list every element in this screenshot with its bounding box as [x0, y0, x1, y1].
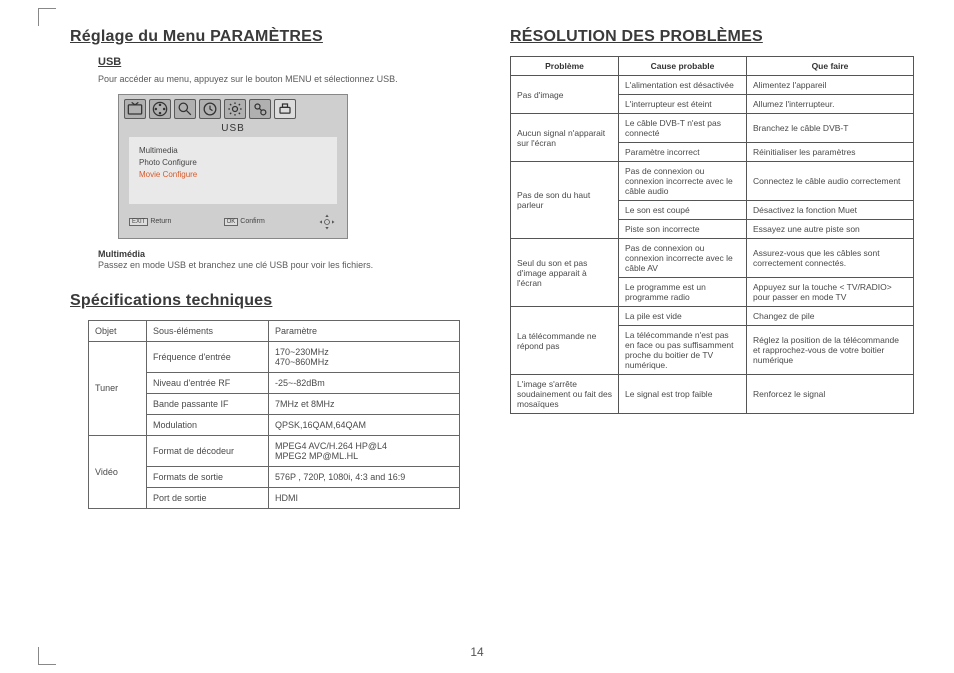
spec-sub-cell: Modulation — [147, 414, 269, 435]
spec-param-cell: MPEG4 AVC/H.264 HP@L4 MPEG2 MP@ML.HL — [269, 435, 460, 466]
trouble-row: La télécommande ne répond pasLa pile est… — [511, 307, 914, 326]
trouble-row: Aucun signal n'apparait sur l'écranLe câ… — [511, 114, 914, 143]
multimedia-text: Passez en mode USB et branchez une clé U… — [98, 260, 474, 270]
spec-sub-cell: Formats de sortie — [147, 466, 269, 487]
usb-tab-icon — [274, 99, 296, 119]
spec-sub-cell: Bande passante IF — [147, 393, 269, 414]
osd-footer: EXIT Return OK Confirm — [119, 210, 347, 238]
spec-obj-cell: Vidéo — [89, 435, 147, 508]
trouble-cause-cell: Pas de connexion ou connexion incorrecte… — [619, 239, 747, 278]
trouble-cause-cell: Pas de connexion ou connexion incorrecte… — [619, 162, 747, 201]
left-column: Réglage du Menu PARAMÈTRES USB Pour accé… — [70, 28, 474, 637]
trouble-h-cause: Cause probable — [619, 57, 747, 76]
trouble-cause-cell: La télécommande n'est pas en face ou pas… — [619, 326, 747, 375]
spec-param-cell: HDMI — [269, 487, 460, 508]
trouble-header-row: Problème Cause probable Que faire — [511, 57, 914, 76]
heading-spec: Spécifications techniques — [70, 292, 474, 310]
trouble-prob-cell: La télécommande ne répond pas — [511, 307, 619, 375]
osd-title: USB — [119, 121, 347, 137]
spec-header-row: Objet Sous-éléments Paramètre — [89, 320, 460, 341]
trouble-fix-cell: Renforcez le signal — [747, 375, 914, 414]
trouble-cause-cell: L'interrupteur est éteint — [619, 95, 747, 114]
tool-icon — [249, 99, 271, 119]
trouble-fix-cell: Changez de pile — [747, 307, 914, 326]
trouble-cause-cell: Paramètre incorrect — [619, 143, 747, 162]
trouble-fix-cell: Allumez l'interrupteur. — [747, 95, 914, 114]
trouble-cause-cell: Le son est coupé — [619, 201, 747, 220]
trouble-cause-cell: La pile est vide — [619, 307, 747, 326]
search-icon — [174, 99, 196, 119]
dpad-icon — [317, 212, 337, 232]
spec-param-cell: QPSK,16QAM,64QAM — [269, 414, 460, 435]
spec-sub-cell: Niveau d'entrée RF — [147, 372, 269, 393]
heading-usb: USB — [98, 56, 474, 68]
spec-param-cell: 576P , 720P, 1080i, 4:3 and 16:9 — [269, 466, 460, 487]
usb-intro-text: Pour accéder au menu, appuyez sur le bou… — [98, 74, 474, 86]
spec-h-param: Paramètre — [269, 320, 460, 341]
spec-h-obj: Objet — [89, 320, 147, 341]
gear-icon — [224, 99, 246, 119]
trouble-fix-cell: Appuyez sur la touche < TV/RADIO> pour p… — [747, 278, 914, 307]
osd-menu-body: Multimedia Photo Configure Movie Configu… — [129, 137, 337, 204]
right-column: RÉSOLUTION DES PROBLÈMES Problème Cause … — [510, 28, 914, 637]
trouble-cause-cell: Le câble DVB-T n'est pas connecté — [619, 114, 747, 143]
trouble-fix-cell: Alimentez l'appareil — [747, 76, 914, 95]
trouble-cause-cell: Le signal est trop faible — [619, 375, 747, 414]
trouble-table: Problème Cause probable Que faire Pas d'… — [510, 56, 914, 414]
trouble-prob-cell: Seul du son et pas d'image apparait à l'… — [511, 239, 619, 307]
spec-sub-cell: Port de sortie — [147, 487, 269, 508]
spec-row: VidéoFormat de décodeurMPEG4 AVC/H.264 H… — [89, 435, 460, 466]
trouble-fix-cell: Connectez le câble audio correctement — [747, 162, 914, 201]
crop-mark-tl — [38, 8, 56, 26]
spec-param-cell: 7MHz et 8MHz — [269, 393, 460, 414]
trouble-fix-cell: Réglez la position de la télécommande et… — [747, 326, 914, 375]
trouble-row: Pas d'imageL'alimentation est désactivée… — [511, 76, 914, 95]
page-content: Réglage du Menu PARAMÈTRES USB Pour accé… — [70, 28, 914, 637]
spec-h-sub: Sous-éléments — [147, 320, 269, 341]
trouble-prob-cell: Aucun signal n'apparait sur l'écran — [511, 114, 619, 162]
osd-item-2: Movie Configure — [139, 170, 327, 179]
return-label: Return — [150, 218, 171, 225]
spec-row: TunerFréquence d'entrée170~230MHz 470~86… — [89, 341, 460, 372]
confirm-label: Confirm — [240, 218, 265, 225]
trouble-prob-cell: Pas de son du haut parleur — [511, 162, 619, 239]
heading-trouble: RÉSOLUTION DES PROBLÈMES — [510, 28, 914, 46]
spec-param-cell: 170~230MHz 470~860MHz — [269, 341, 460, 372]
reel-icon — [149, 99, 171, 119]
page-number: 14 — [0, 645, 954, 659]
heading-parametres: Réglage du Menu PARAMÈTRES — [70, 28, 474, 46]
trouble-cause-cell: Le programme est un programme radio — [619, 278, 747, 307]
ok-key: OK — [224, 218, 239, 226]
spec-table: Objet Sous-éléments Paramètre TunerFréqu… — [88, 320, 460, 509]
trouble-h-fix: Que faire — [747, 57, 914, 76]
clock-icon — [199, 99, 221, 119]
spec-sub-cell: Fréquence d'entrée — [147, 341, 269, 372]
trouble-fix-cell: Désactivez la fonction Muet — [747, 201, 914, 220]
trouble-fix-cell: Assurez-vous que les câbles sont correct… — [747, 239, 914, 278]
trouble-row: Pas de son du haut parleurPas de connexi… — [511, 162, 914, 201]
trouble-row: L'image s'arrête soudainement ou fait de… — [511, 375, 914, 414]
osd-screenshot: USB Multimedia Photo Configure Movie Con… — [118, 94, 348, 239]
spec-sub-cell: Format de décodeur — [147, 435, 269, 466]
osd-item-0: Multimedia — [139, 146, 327, 155]
spec-obj-cell: Tuner — [89, 341, 147, 435]
osd-item-1: Photo Configure — [139, 158, 327, 167]
trouble-cause-cell: L'alimentation est désactivée — [619, 76, 747, 95]
trouble-cause-cell: Piste son incorrecte — [619, 220, 747, 239]
trouble-h-prob: Problème — [511, 57, 619, 76]
trouble-fix-cell: Réinitialiser les paramètres — [747, 143, 914, 162]
osd-icon-row — [119, 95, 347, 121]
multimedia-label: Multimédia — [98, 249, 474, 259]
trouble-prob-cell: Pas d'image — [511, 76, 619, 114]
trouble-fix-cell: Branchez le câble DVB-T — [747, 114, 914, 143]
trouble-fix-cell: Essayez une autre piste son — [747, 220, 914, 239]
spec-param-cell: -25~-82dBm — [269, 372, 460, 393]
exit-key: EXIT — [129, 218, 148, 226]
trouble-prob-cell: L'image s'arrête soudainement ou fait de… — [511, 375, 619, 414]
tv-icon — [124, 99, 146, 119]
trouble-row: Seul du son et pas d'image apparait à l'… — [511, 239, 914, 278]
